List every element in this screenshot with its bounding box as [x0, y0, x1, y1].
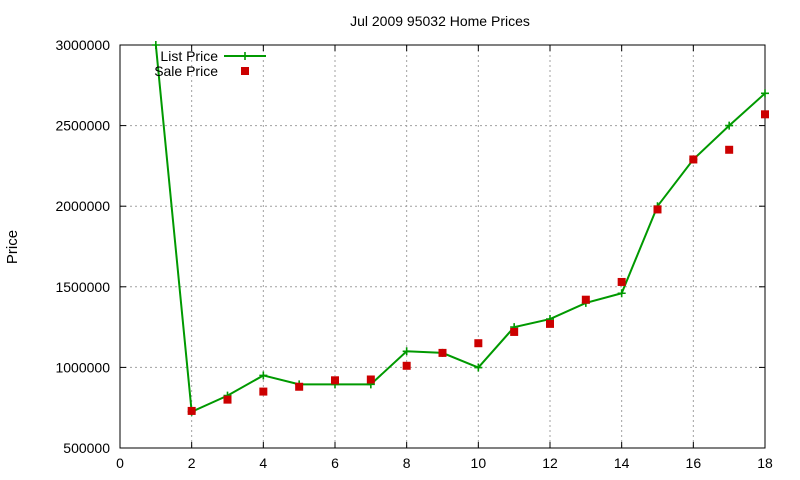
sale-price-point	[187, 406, 196, 415]
chart-title: Jul 2009 95032 Home Prices	[350, 13, 530, 29]
sale-price-point	[474, 339, 483, 348]
y-tick-label: 2000000	[55, 198, 110, 214]
legend-marker-list-price	[241, 52, 249, 60]
list-price-point	[725, 121, 734, 130]
list-price-point	[151, 41, 160, 49]
sale-price-point	[581, 295, 590, 304]
series	[151, 41, 769, 416]
grid	[120, 45, 765, 448]
sale-price-point	[438, 348, 447, 357]
sale-price-point	[402, 361, 411, 370]
y-tick-label: 1500000	[55, 279, 110, 295]
plot-frame	[119, 44, 766, 449]
x-tick-label: 12	[542, 455, 558, 471]
y-axis-label: Price	[4, 230, 21, 264]
list-price-point	[617, 289, 626, 298]
y-tick-label: 500000	[63, 440, 110, 456]
sale-price-point	[617, 277, 626, 286]
x-tick-label: 4	[259, 455, 267, 471]
sale-price-point	[223, 395, 232, 404]
list-price-point	[474, 363, 483, 372]
y-tick-label: 1000000	[55, 359, 110, 375]
legend-label-list-price: List Price	[160, 48, 218, 64]
legend-label-sale-price: Sale Price	[154, 63, 218, 79]
axis-ticks: 0 2 4 6 8 10 12 14 16 18 500000 1000000 1500000 20000…	[55, 37, 773, 471]
sale-price-point	[689, 155, 698, 164]
sale-price-point	[259, 387, 268, 396]
x-tick-label: 8	[403, 455, 411, 471]
sale-price-point	[366, 375, 375, 384]
sale-price-point	[546, 319, 554, 328]
x-tick-label: 2	[188, 455, 196, 471]
x-tick-label: 0	[116, 455, 124, 471]
x-tick-label: 18	[757, 455, 773, 471]
x-tick-label: 10	[471, 455, 487, 471]
sale-price-point	[653, 205, 662, 214]
sale-price-point	[331, 376, 339, 385]
y-tick-label: 3000000	[55, 37, 110, 53]
x-tick-label: 14	[614, 455, 630, 471]
legend-marker-sale-price	[241, 67, 249, 75]
sale-price-point	[295, 382, 304, 391]
y-tick-label: 2500000	[55, 118, 110, 134]
list-price-point	[761, 89, 769, 98]
sale-price-point	[725, 145, 734, 154]
sale-price-point	[761, 110, 769, 119]
list-price-line	[154, 44, 766, 414]
x-tick-label: 6	[331, 455, 339, 471]
x-tick-label: 16	[686, 455, 702, 471]
list-price-point	[259, 371, 268, 380]
list-price-point	[402, 347, 411, 356]
sale-price-point	[510, 327, 519, 336]
